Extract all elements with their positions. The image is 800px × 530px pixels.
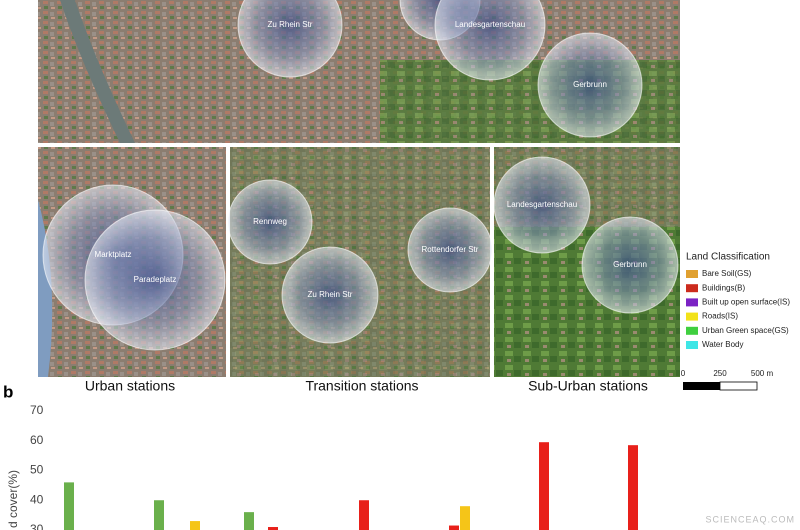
station-label: Zu Rhein Str <box>268 20 313 29</box>
station-label: Gerbrunn <box>573 80 607 89</box>
station-circle <box>281 246 379 344</box>
legend-swatch <box>686 312 698 321</box>
panel-label: b <box>3 382 13 401</box>
station-circle <box>537 32 643 138</box>
bar <box>359 500 369 530</box>
legend-swatch <box>686 326 698 335</box>
station-circle <box>84 209 226 351</box>
bar <box>460 506 470 530</box>
station-label: Rennweg <box>253 217 287 226</box>
watermark: SCIENCEAQ.COM <box>705 514 795 524</box>
station-label: Rottendorfer Str <box>422 245 479 254</box>
station-circle <box>407 207 493 293</box>
legend-label: Urban Green space(GS) <box>702 326 789 335</box>
station-label: Paradeplatz <box>134 275 177 284</box>
station-circle <box>581 216 679 314</box>
y-tick-label: 50 <box>30 463 44 477</box>
station-circle <box>493 156 591 254</box>
legend-swatch <box>686 341 698 349</box>
station-label: Landesgartenschau <box>507 200 577 209</box>
scale-label: 250 <box>713 369 727 378</box>
legend-swatch <box>686 284 698 293</box>
stations: Zu Rhein Str Landesgartenschau Gerbrunn Mar… <box>42 0 679 351</box>
station-label: Gerbrunn <box>613 260 647 269</box>
legend-swatch <box>686 270 698 278</box>
scale-bar <box>719 381 758 391</box>
legend-label: Water Body <box>702 340 744 349</box>
station-label: Zu Rhein Str <box>308 290 353 299</box>
bar <box>64 482 74 530</box>
y-axis-label: d cover(%) <box>6 470 20 528</box>
panel-caption: Transition stations <box>305 378 418 394</box>
panel-caption: Sub-Urban stations <box>528 378 648 394</box>
panel-caption: Urban stations <box>85 378 175 394</box>
bar <box>628 445 638 530</box>
y-tick-label: 70 <box>30 403 44 417</box>
scale-bar <box>683 382 720 390</box>
y-tick-label: 30 <box>30 522 44 530</box>
legend-title: Land Classification <box>686 252 770 263</box>
bar <box>268 527 278 530</box>
bar <box>244 512 254 530</box>
bar <box>539 442 549 530</box>
y-tick-label: 60 <box>30 433 44 447</box>
legend-label: Buildings(B) <box>702 283 745 292</box>
station-circle <box>434 0 546 81</box>
station-label: Landesgartenschau <box>455 20 525 29</box>
scale-label: 0 <box>681 369 686 378</box>
legend-label: Built up open surface(IS) <box>702 298 790 307</box>
scale-label: 500 m <box>751 369 774 378</box>
bar <box>449 525 459 530</box>
station-label: Marktplatz <box>95 250 132 259</box>
bar <box>154 500 164 530</box>
legend: Bare Soil(GS) Buildings(B) Built up open s… <box>686 269 790 349</box>
legend-label: Bare Soil(GS) <box>702 269 752 278</box>
station-circle <box>227 179 313 265</box>
bar <box>190 521 200 530</box>
river <box>60 0 135 143</box>
legend-swatch <box>686 298 698 307</box>
river <box>38 200 53 377</box>
legend-label: Roads(IS) <box>702 312 738 321</box>
station-circle <box>237 0 343 78</box>
y-tick-label: 40 <box>30 492 44 506</box>
